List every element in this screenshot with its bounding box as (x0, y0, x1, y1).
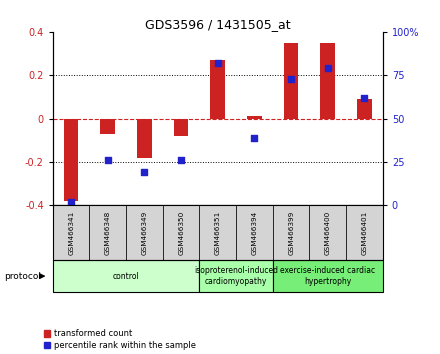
Text: GSM466400: GSM466400 (325, 211, 331, 255)
Text: GSM466350: GSM466350 (178, 211, 184, 255)
Point (104, 158, 111, 163)
Point (214, 60, 221, 66)
Bar (357, 99, 372, 119)
Bar (174, 119, 188, 136)
Legend: transformed count, percentile rank within the sample: transformed count, percentile rank withi… (44, 329, 196, 350)
Text: exercise-induced cardiac
hypertrophy: exercise-induced cardiac hypertrophy (280, 267, 375, 286)
Bar (64, 119, 78, 201)
Point (288, 76, 295, 81)
Point (251, 135, 258, 141)
Bar (100, 119, 115, 134)
Text: GSM466401: GSM466401 (362, 211, 367, 255)
Point (324, 65, 331, 71)
Point (141, 170, 148, 175)
Point (361, 95, 368, 101)
Point (68, 199, 75, 205)
Bar (320, 43, 335, 119)
Text: GSM466394: GSM466394 (252, 211, 257, 255)
Text: GSM466341: GSM466341 (68, 211, 74, 255)
Bar (247, 116, 262, 119)
Bar (137, 119, 152, 158)
Text: GSM466348: GSM466348 (105, 211, 111, 255)
Text: isoproterenol-induced
cardiomyopathy: isoproterenol-induced cardiomyopathy (194, 267, 278, 286)
Text: protocol: protocol (4, 272, 41, 281)
Bar (284, 43, 298, 119)
Bar (210, 60, 225, 119)
Text: GSM466399: GSM466399 (288, 211, 294, 255)
Text: GSM466351: GSM466351 (215, 211, 221, 255)
Point (178, 158, 185, 163)
Text: GSM466349: GSM466349 (142, 211, 147, 255)
Title: GDS3596 / 1431505_at: GDS3596 / 1431505_at (145, 18, 290, 31)
Text: control: control (113, 272, 139, 281)
